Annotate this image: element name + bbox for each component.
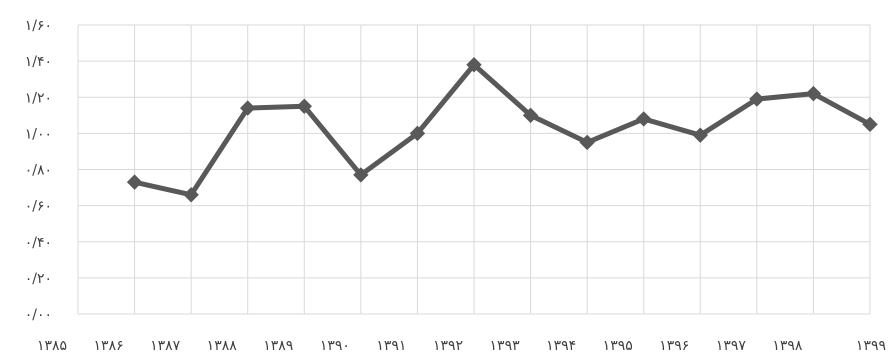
x-tick-label: ۱۳۹۵: [603, 338, 633, 354]
x-tick-label: ۱۳۸۶: [94, 338, 124, 354]
y-tick-label: ۰/۶۰: [25, 199, 52, 215]
x-tick-label: ۱۳۹۱: [376, 338, 406, 354]
data-point-marker: [183, 187, 199, 203]
x-tick-label: ۱۳۹۲: [433, 338, 463, 354]
x-tick-label: ۱۳۸۷: [150, 338, 181, 354]
data-point-marker: [353, 167, 369, 183]
y-axis: ۰/۰۰ ۰/۲۰ ۰/۴۰ ۰/۶۰ ۰/۸۰ ۱/۰۰ ۱/۲۰ ۱/۴۰ ۱/۶۰: [25, 18, 52, 323]
data-point-marker: [466, 57, 482, 73]
y-tick-label: ۰/۲۰: [25, 271, 52, 287]
x-tick-label: ۱۳۹۸: [772, 338, 803, 354]
y-tick-label: ۰/۸۰: [25, 163, 52, 179]
series-line: [132, 62, 873, 198]
data-series: [126, 57, 878, 203]
x-tick-label: ۱۳۹۴: [546, 338, 576, 354]
gridlines: [77, 24, 871, 315]
data-point-marker: [409, 125, 426, 142]
x-axis: ۱۳۸۵ ۱۳۸۶ ۱۳۸۷ ۱۳۸۸ ۱۳۸۹ ۱۳۹۰ ۱۳۹۱ ۱۳۹۲ ۱۳۹۳ ۱۳۹۴…: [37, 338, 886, 354]
x-tick-label: ۱۳۸۸: [207, 338, 238, 354]
y-tick-label: ۱/۶۰: [25, 18, 52, 34]
data-point-marker: [692, 127, 708, 143]
data-point-marker: [240, 100, 256, 116]
x-tick-label: ۱۳۹۶: [659, 338, 689, 354]
data-point-marker: [636, 111, 652, 127]
y-tick-label: ۱/۲۰: [25, 90, 52, 106]
y-tick-label: ۰/۰۰: [25, 307, 52, 323]
x-tick-label: ۱۳۸۹: [263, 338, 293, 354]
x-tick-label: ۱۳۹۷: [716, 338, 747, 354]
data-point-marker: [805, 85, 822, 102]
data-point-marker: [579, 134, 595, 151]
data-point-marker: [126, 174, 143, 190]
x-tick-label: ۱۳۹۳: [490, 338, 521, 354]
data-point-marker: [749, 91, 765, 107]
x-tick-label: ۱۳۸۵: [37, 338, 67, 354]
y-tick-label: ۱/۴۰: [25, 54, 52, 70]
data-point-marker: [296, 98, 312, 114]
data-point-marker: [522, 107, 539, 124]
y-tick-label: ۱/۰۰: [25, 126, 52, 142]
x-tick-label: ۱۳۹۹: [856, 338, 886, 354]
data-point-marker: [862, 116, 878, 133]
x-tick-label: ۱۳۹۰: [320, 338, 350, 354]
y-tick-label: ۰/۴۰: [25, 235, 52, 251]
